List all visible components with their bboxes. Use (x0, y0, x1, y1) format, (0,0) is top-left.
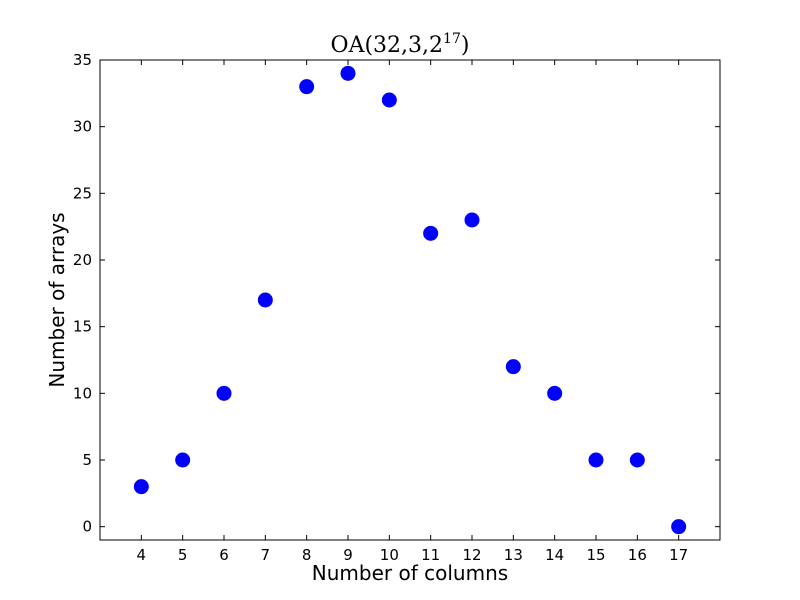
x-tick-label: 16 (628, 546, 647, 564)
y-tick-label: 10 (73, 384, 92, 402)
data-point (629, 452, 645, 468)
axis-ticks (100, 59, 720, 540)
x-tick-label: 14 (545, 546, 564, 564)
x-tick-label: 7 (261, 546, 271, 564)
chart-title-main: OA(32,3,2 (331, 33, 443, 58)
x-tick-label: 11 (421, 546, 440, 564)
data-point (133, 479, 149, 495)
data-point (257, 292, 273, 308)
chart-title-suffix: ) (461, 33, 470, 58)
data-point (381, 92, 397, 108)
data-point (340, 65, 356, 81)
x-tick-label: 6 (219, 546, 229, 564)
chart-title: OA(32,3,217) (331, 31, 470, 58)
y-tick-label: 30 (73, 118, 92, 136)
chart-title-superscript: 17 (443, 31, 461, 47)
y-tick-label: 0 (82, 518, 92, 536)
x-tick-label: 10 (380, 546, 399, 564)
data-points (133, 65, 687, 535)
y-tick-label: 25 (73, 184, 92, 202)
y-tick-label: 20 (73, 251, 92, 269)
y-tick-label: 35 (73, 51, 92, 69)
x-tick-label: 13 (504, 546, 523, 564)
x-tick-label: 5 (178, 546, 188, 564)
axis-tick-labels: 4 5 6 7 8 9 10 11 12 13 14 15 16 17 0 5 10 15 20 25 30 35 (73, 51, 688, 564)
data-point (464, 212, 480, 228)
data-point (547, 385, 563, 401)
x-tick-label: 8 (302, 546, 312, 564)
x-axis-label: Number of columns (312, 561, 508, 585)
x-tick-label: 9 (343, 546, 353, 564)
plot-area (99, 59, 721, 541)
y-axis-label: Number of arrays (45, 212, 69, 387)
y-tick-label: 15 (73, 318, 92, 336)
y-tick-label: 5 (82, 451, 92, 469)
x-tick-label: 15 (586, 546, 605, 564)
data-point (175, 452, 191, 468)
data-point (671, 519, 687, 535)
x-tick-label: 12 (462, 546, 481, 564)
data-point (216, 385, 232, 401)
data-point (423, 225, 439, 241)
data-point (505, 359, 521, 375)
x-tick-label: 4 (137, 546, 147, 564)
data-point (588, 452, 604, 468)
data-point (299, 79, 315, 95)
x-tick-label: 17 (669, 546, 688, 564)
plot-frame (99, 59, 721, 541)
